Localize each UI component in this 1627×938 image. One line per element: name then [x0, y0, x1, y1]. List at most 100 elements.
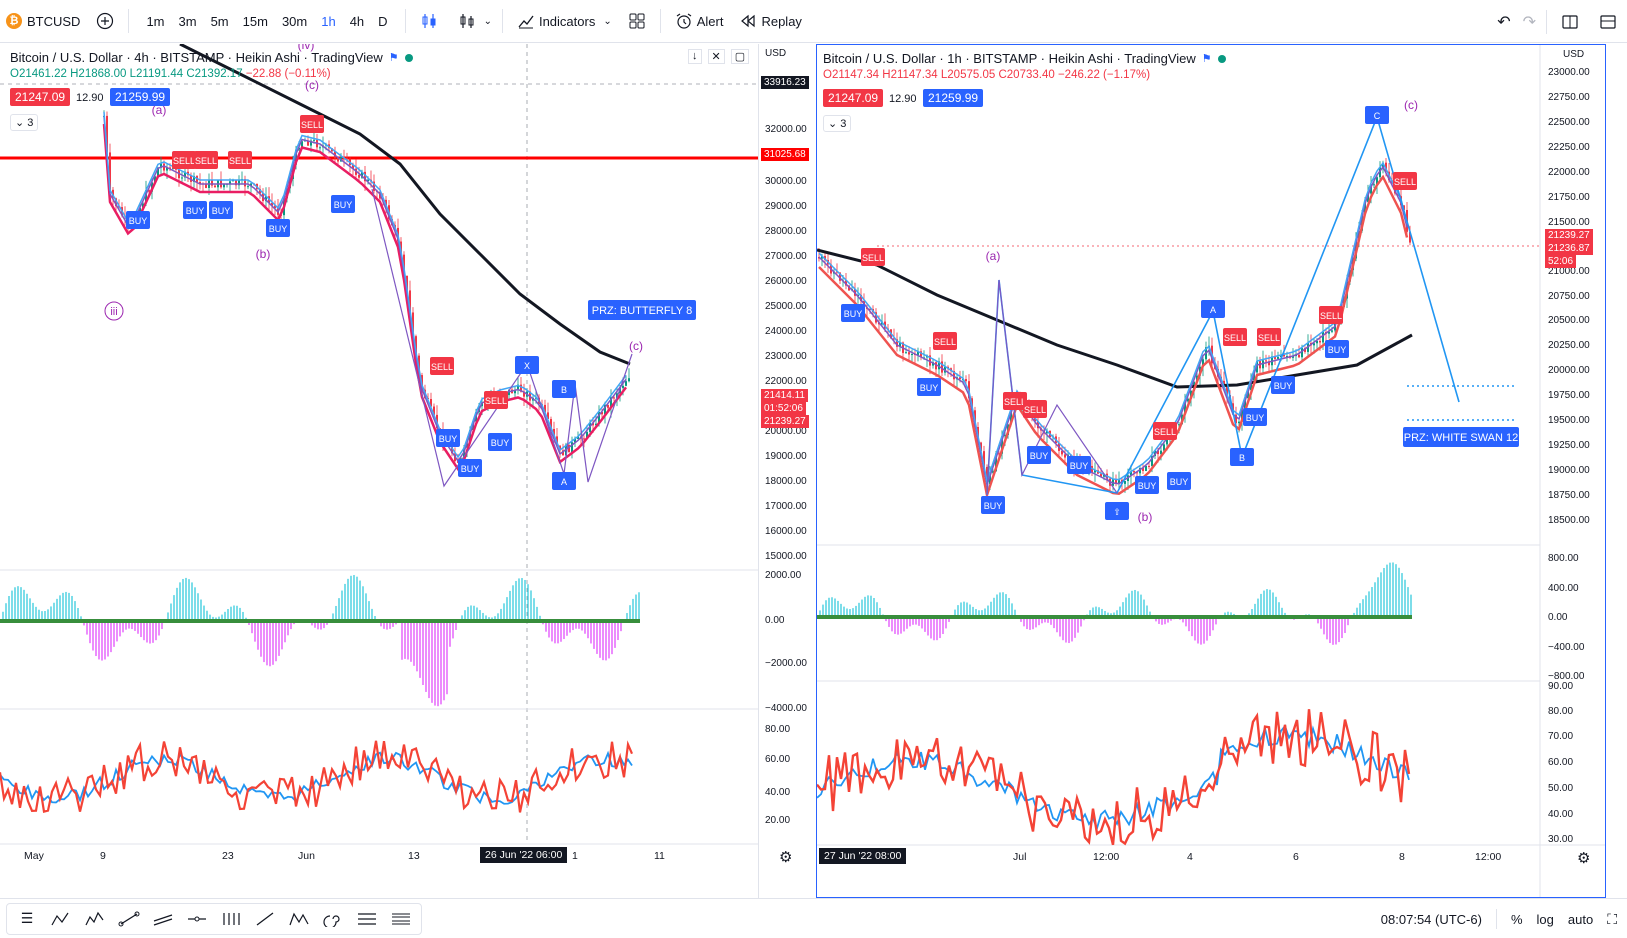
left-candle: [109, 152, 111, 190]
redo-button[interactable]: ↷: [1517, 7, 1542, 37]
left-pattern-x-text: X: [524, 361, 530, 371]
interval-D[interactable]: D: [378, 13, 388, 29]
chart-style-button[interactable]: ⌄: [448, 6, 498, 36]
fib-spiral-icon[interactable]: [317, 906, 349, 932]
wave-123-icon[interactable]: [79, 906, 111, 932]
sell-price-button[interactable]: 21247.09: [10, 88, 71, 106]
xabcd-pattern-icon[interactable]: [283, 906, 315, 932]
maximize-icon[interactable]: ▢: [730, 49, 750, 64]
sell-price-button[interactable]: 21247.09: [823, 89, 884, 107]
left-rsi-tick: 80.00: [765, 724, 791, 735]
left-candle: [265, 196, 267, 202]
left-chart-pane[interactable]: X B A PRZ: BUTTERFLY 8 (a) (b) (c) (iv) iii (c) BU…: [0, 44, 758, 898]
interval-3m[interactable]: 3m: [178, 13, 197, 29]
left-candle: [595, 423, 597, 426]
settings-gear-icon[interactable]: ⚙: [1577, 850, 1591, 867]
symbol-search[interactable]: ₿ BTCUSD: [0, 6, 86, 36]
left-countdown: 01:52:06: [761, 402, 806, 415]
right-candle: [1244, 398, 1246, 411]
right-open: O21147.34: [823, 69, 880, 81]
trend-abc-icon[interactable]: [45, 906, 77, 932]
chart-type-button[interactable]: [410, 6, 448, 36]
left-price-tick: 16000.00: [765, 526, 807, 537]
fib-retracement-icon[interactable]: [351, 906, 383, 932]
left-buy-signal-box: [458, 459, 482, 477]
right-pattern-b-box: [1230, 448, 1254, 466]
right-buy-signal-text: BUY: [1274, 381, 1293, 391]
fullscreen-icon[interactable]: ⛶: [1607, 910, 1617, 927]
right-candle: [1163, 444, 1165, 451]
left-candle: [469, 429, 471, 444]
settings-gear-icon[interactable]: ⚙: [779, 849, 793, 866]
right-buy-signal-text: BUY: [1070, 461, 1089, 471]
left-chart-canvas[interactable]: X B A PRZ: BUTTERFLY 8 (a) (b) (c) (iv) iii (c) BU…: [0, 44, 758, 898]
grid-icon: [624, 8, 650, 34]
right-candle: [1373, 184, 1375, 186]
right-chart-canvas[interactable]: A B C PRZ: WHITE SWAN 12 (a) (b) (c) BUY BUY BUY B…: [817, 45, 1605, 897]
right-chart-pane[interactable]: A B C PRZ: WHITE SWAN 12 (a) (b) (c) BUY BUY BUY B…: [816, 44, 1606, 898]
right-ema-black: [817, 248, 1413, 389]
left-candle: [520, 384, 522, 392]
clock-label[interactable]: 08:07:54 (UTC-6): [1380, 911, 1482, 927]
undo-button[interactable]: ↶: [1491, 7, 1516, 37]
fib-extension-icon[interactable]: [385, 906, 417, 932]
arrow-down-icon[interactable]: ↓: [688, 49, 702, 64]
layout-menu-button[interactable]: [1589, 7, 1627, 37]
indicator-collapse-button[interactable]: ⌄ 3: [823, 115, 852, 132]
interval-4h[interactable]: 4h: [349, 13, 365, 29]
menu-icon[interactable]: ☰: [20, 910, 34, 926]
right-sell-signal-box: [1223, 328, 1247, 346]
left-candle: [553, 428, 555, 437]
status-dot-icon: [1217, 54, 1226, 63]
replay-button[interactable]: Replay: [729, 6, 807, 36]
right-price-tick: 19500.00: [1548, 415, 1590, 426]
buy-price-button[interactable]: 21259.99: [110, 88, 171, 106]
right-candle: [1280, 354, 1282, 357]
interval-1m[interactable]: 1m: [146, 13, 165, 29]
right-buy-signal-box: [981, 496, 1005, 514]
right-candle: [932, 362, 934, 366]
layout-button[interactable]: [618, 6, 656, 36]
interval-5m[interactable]: 5m: [210, 13, 229, 29]
left-time-23: 23: [222, 850, 234, 862]
ray-icon[interactable]: [249, 906, 281, 932]
alert-button[interactable]: Alert: [665, 6, 730, 36]
left-pattern-a-box: [552, 472, 576, 490]
left-price-axis[interactable]: USD 33000.0032000.0030000.0029000.002800…: [758, 44, 816, 898]
interval-30m[interactable]: 30m: [281, 13, 308, 29]
right-osc-tick: −800.00: [1548, 671, 1585, 682]
log-toggle[interactable]: log: [1536, 911, 1554, 927]
right-candle: [1298, 354, 1300, 358]
left-candle: [577, 436, 579, 439]
left-buy-signal-box: [488, 433, 512, 451]
right-sell-signal-box: [861, 248, 885, 266]
right-candle: [1403, 205, 1405, 210]
channel-icon[interactable]: [147, 906, 179, 932]
trendline-icon[interactable]: [113, 906, 145, 932]
interval-15m[interactable]: 15m: [242, 13, 268, 29]
left-candle: [244, 179, 246, 187]
right-buy-signal-text: BUY: [1030, 451, 1049, 461]
right-candle: [986, 466, 988, 485]
left-candle: [205, 183, 207, 188]
left-candle: [193, 176, 195, 182]
left-low: L21191.44: [129, 68, 184, 80]
right-wave-a: (a): [986, 249, 1001, 263]
buy-price-button[interactable]: 21259.99: [923, 89, 984, 107]
horizontal-line-icon[interactable]: [181, 906, 213, 932]
indicator-collapse-button[interactable]: ⌄ 3: [10, 114, 39, 131]
interval-1h[interactable]: 1h: [321, 13, 336, 29]
left-candle: [514, 390, 516, 394]
percent-toggle[interactable]: %: [1510, 911, 1523, 927]
left-wave-iv: (iv): [298, 44, 315, 52]
compare-button[interactable]: [86, 6, 124, 36]
left-currency: USD: [765, 48, 787, 59]
left-candle: [313, 139, 315, 141]
left-rsi-tick: 60.00: [765, 754, 791, 765]
auto-toggle[interactable]: auto: [1567, 911, 1594, 927]
close-icon[interactable]: ✕: [707, 49, 725, 64]
vertical-lines-icon[interactable]: [215, 906, 247, 932]
left-candle: [301, 141, 303, 148]
layout-split-button[interactable]: [1551, 7, 1589, 37]
indicators-button[interactable]: Indicators ⌄: [507, 6, 618, 36]
